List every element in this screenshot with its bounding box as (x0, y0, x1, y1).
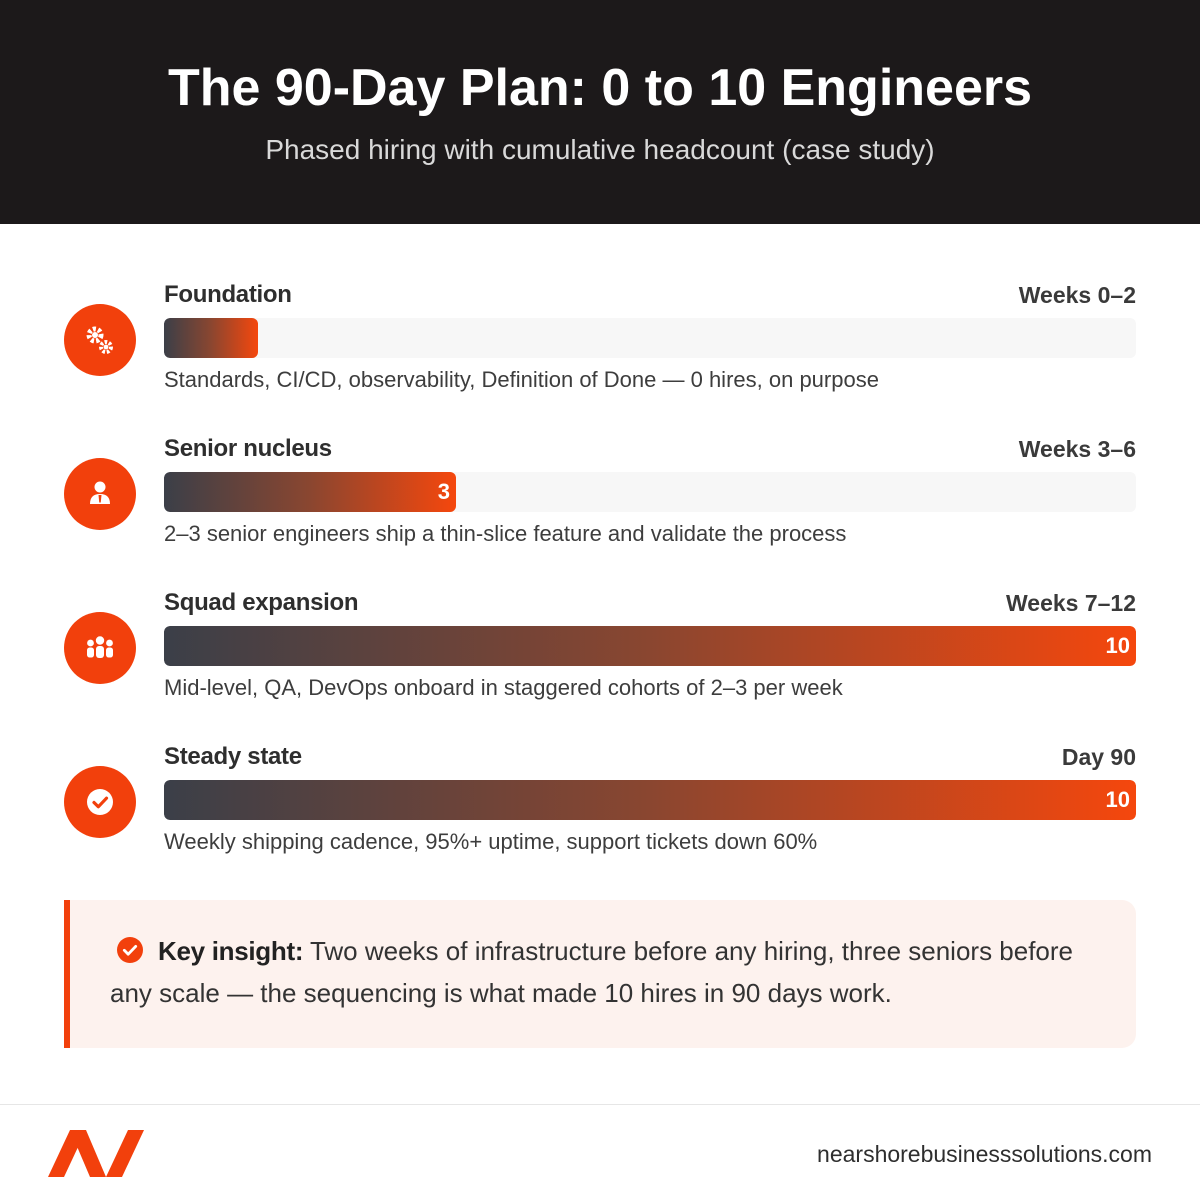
footer-domain[interactable]: nearshorebusinesssolutions.com (817, 1141, 1152, 1167)
footer-divider (0, 1104, 1200, 1105)
phase-description: Weekly shipping cadence, 95%+ uptime, su… (164, 829, 818, 854)
phase-row-steady-state: Steady state Day 90 10 Weekly shipping c… (0, 742, 1200, 872)
phase-description: 2–3 senior engineers ship a thin-slice f… (164, 521, 847, 546)
bar: 10 (164, 626, 1136, 666)
bar-track: 10 (164, 626, 1136, 666)
header: The 90-Day Plan: 0 to 10 Engineers Phase… (0, 0, 1200, 224)
phase-timeframe: Day 90 (1061, 744, 1136, 770)
phase-timeframe: Weeks 3–6 (1018, 436, 1136, 462)
company-logo (48, 1130, 144, 1178)
bar (164, 318, 258, 358)
insight-label: Key insight: (158, 936, 304, 966)
bar: 10 (164, 780, 1136, 820)
phase-row-squad-expansion: Squad expansion Weeks 7–12 10 Mid-level,… (0, 588, 1200, 718)
phase-row-senior-nucleus: Senior nucleus Weeks 3–6 3 2–3 senior en… (0, 434, 1200, 564)
gears-icon (64, 304, 136, 376)
phase-description: Mid-level, QA, DevOps onboard in stagger… (164, 675, 843, 700)
insight-text: Key insight: Two weeks of infrastructure… (110, 930, 1110, 1014)
bar-value-label: 10 (1105, 633, 1130, 658)
page-title: The 90-Day Plan: 0 to 10 Engineers (167, 59, 1033, 117)
bar: 3 (164, 472, 456, 512)
senior-person-icon (64, 458, 136, 530)
phase-description: Standards, CI/CD, observability, Definit… (164, 367, 879, 392)
phase-name: Squad expansion (164, 589, 359, 616)
bar-track: 10 (164, 780, 1136, 820)
page-subtitle: Phased hiring with cumulative headcount … (265, 134, 935, 165)
phase-name: Steady state (164, 743, 302, 770)
bar-value-label: 10 (1105, 787, 1130, 812)
insight-body: Two weeks of infrastructure before any h… (110, 936, 1074, 1008)
phase-row-foundation: Foundation Weeks 0–2 Standards, CI/CD, o… (0, 280, 1200, 410)
phase-timeframe: Weeks 0–2 (1018, 282, 1136, 308)
check-circle-icon (64, 766, 136, 838)
check-circle-icon (116, 936, 144, 964)
team-icon (64, 612, 136, 684)
bar-value-label: 3 (437, 479, 450, 504)
phase-name: Foundation (164, 281, 292, 308)
key-insight-callout: Key insight: Two weeks of infrastructure… (64, 900, 1136, 1048)
phase-name: Senior nucleus (164, 435, 332, 462)
bar-track (164, 318, 1136, 358)
bar-track: 3 (164, 472, 1136, 512)
phase-timeframe: Weeks 7–12 (1005, 590, 1136, 616)
